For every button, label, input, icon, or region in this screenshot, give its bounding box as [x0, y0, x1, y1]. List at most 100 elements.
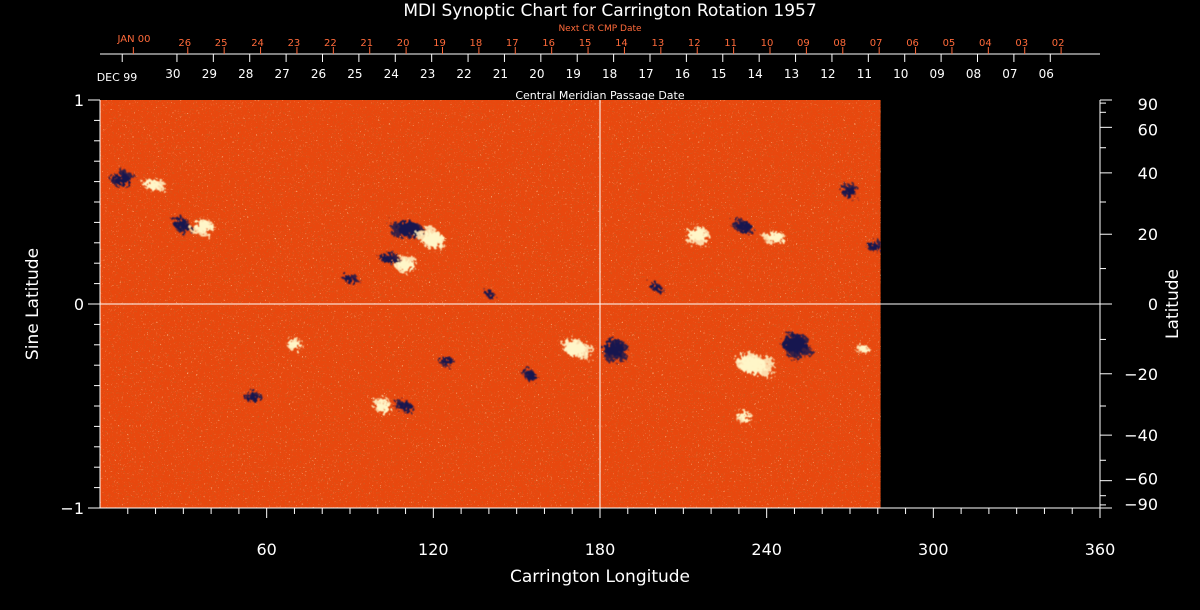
- active-region-negative: [438, 357, 454, 367]
- cmp-date-label: 11: [857, 67, 872, 81]
- cmp-date-label: 24: [384, 67, 399, 81]
- region-blob: [739, 356, 766, 374]
- y-tick-label: −1: [60, 499, 84, 518]
- region-blob: [173, 219, 188, 230]
- x-tick-label: 300: [918, 540, 949, 559]
- next-cr-date-label: 03: [1015, 38, 1028, 49]
- region-blob: [767, 231, 783, 242]
- next-cr-label: Next CR CMP Date: [558, 24, 642, 34]
- region-blob: [247, 394, 259, 402]
- next-cr-date-label: 02: [1052, 38, 1065, 49]
- next-cr-date-label: 18: [470, 38, 483, 49]
- x-axis: 60 120 180 240 300 360: [127, 508, 1115, 559]
- active-region-negative: [343, 275, 359, 283]
- cmp-date-label: 16: [675, 67, 690, 81]
- active-region-positive: [415, 225, 445, 249]
- next-cr-date-label: 19: [433, 38, 446, 49]
- region-blob: [114, 174, 131, 185]
- region-blob: [738, 412, 751, 420]
- active-region-positive: [286, 337, 303, 350]
- next-cr-date-label: 20: [397, 38, 410, 49]
- cmp-date-label: 09: [929, 67, 944, 81]
- cmp-date-label: 30: [165, 67, 180, 81]
- active-region-negative: [867, 240, 881, 251]
- cmp-date-label: 22: [456, 67, 471, 81]
- lat-tick-label: −40: [1124, 426, 1158, 445]
- lat-tick-label: 40: [1138, 164, 1158, 183]
- active-region-positive: [735, 352, 775, 377]
- active-region-negative: [650, 283, 665, 294]
- x-tick-label: 180: [585, 540, 616, 559]
- x-tick-label: 120: [418, 540, 449, 559]
- y-axis-left: 1 0 −1: [60, 91, 100, 518]
- active-region-positive: [142, 178, 165, 192]
- cmp-date-label: 25: [347, 67, 362, 81]
- active-region-negative: [841, 184, 857, 198]
- region-blob: [290, 337, 298, 343]
- lat-tick-label: 0: [1148, 295, 1158, 314]
- active-region-negative: [245, 390, 263, 403]
- y-tick-label: 0: [74, 295, 84, 314]
- cmp-date-label: 13: [784, 67, 799, 81]
- y-tick-label: 1: [74, 91, 84, 110]
- active-region-negative: [782, 333, 813, 361]
- region-blob: [564, 341, 586, 356]
- cmp-date-label: 07: [1002, 67, 1017, 81]
- y-axis-right-label: Latitude: [1163, 269, 1183, 339]
- chart-title: MDI Synoptic Chart for Carrington Rotati…: [403, 1, 816, 21]
- next-cr-date-label: 12: [688, 38, 701, 49]
- cmp-start-label: DEC 99: [97, 71, 138, 84]
- region-blob: [484, 291, 493, 297]
- top-axis-label: Central Meridian Passage Date: [515, 89, 684, 102]
- next-cr-date-label: 11: [724, 38, 737, 49]
- active-region-positive: [394, 255, 417, 273]
- next-cr-date-label: 13: [651, 38, 664, 49]
- region-blob: [737, 221, 752, 232]
- active-region-positive: [855, 345, 871, 354]
- region-blob: [843, 187, 857, 197]
- region-blob: [288, 341, 301, 349]
- next-cr-date-label: 07: [870, 38, 883, 49]
- active-region-negative: [111, 169, 136, 187]
- region-blob: [345, 276, 355, 283]
- next-cr-date-label: 21: [360, 38, 373, 49]
- region-blob: [145, 180, 161, 191]
- region-blob: [859, 345, 869, 353]
- next-cr-start-label: JAN 00: [117, 34, 151, 45]
- active-region-positive: [686, 226, 710, 246]
- region-blob: [782, 336, 807, 353]
- cmp-date-label: 19: [566, 67, 581, 81]
- cmp-date-label: 08: [966, 67, 981, 81]
- region-blob: [382, 254, 396, 264]
- cmp-date-label: 26: [311, 67, 326, 81]
- next-cr-date-label: 16: [542, 38, 555, 49]
- next-cr-date-label: 06: [906, 38, 919, 49]
- region-blob: [650, 284, 661, 291]
- region-blob: [198, 230, 208, 237]
- active-region-negative: [484, 290, 496, 299]
- lat-tick-label: 60: [1138, 120, 1158, 139]
- next-cr-date-label: 17: [506, 38, 519, 49]
- region-blob: [442, 357, 453, 365]
- region-blob: [869, 243, 881, 251]
- active-region-negative: [521, 368, 537, 381]
- active-region-negative: [379, 252, 401, 264]
- lat-tick-label: −20: [1124, 365, 1158, 384]
- cmp-date-label: 28: [238, 67, 253, 81]
- next-cr-date-label: 04: [979, 38, 992, 49]
- cmp-date-label: 23: [420, 67, 435, 81]
- active-region-positive: [561, 338, 594, 360]
- y-axis-left-label: Sine Latitude: [23, 248, 43, 360]
- cmp-date-label: 17: [638, 67, 653, 81]
- next-cr-date-label: 26: [178, 38, 191, 49]
- region-blob: [194, 221, 211, 232]
- active-region-negative: [394, 399, 414, 413]
- x-axis-label: Carrington Longitude: [510, 567, 690, 587]
- region-blob: [524, 371, 537, 380]
- active-region-negative: [603, 338, 628, 362]
- cmp-date-label: 21: [493, 67, 508, 81]
- region-blob: [688, 228, 707, 241]
- active-region-negative: [390, 221, 423, 239]
- region-blob: [376, 401, 391, 411]
